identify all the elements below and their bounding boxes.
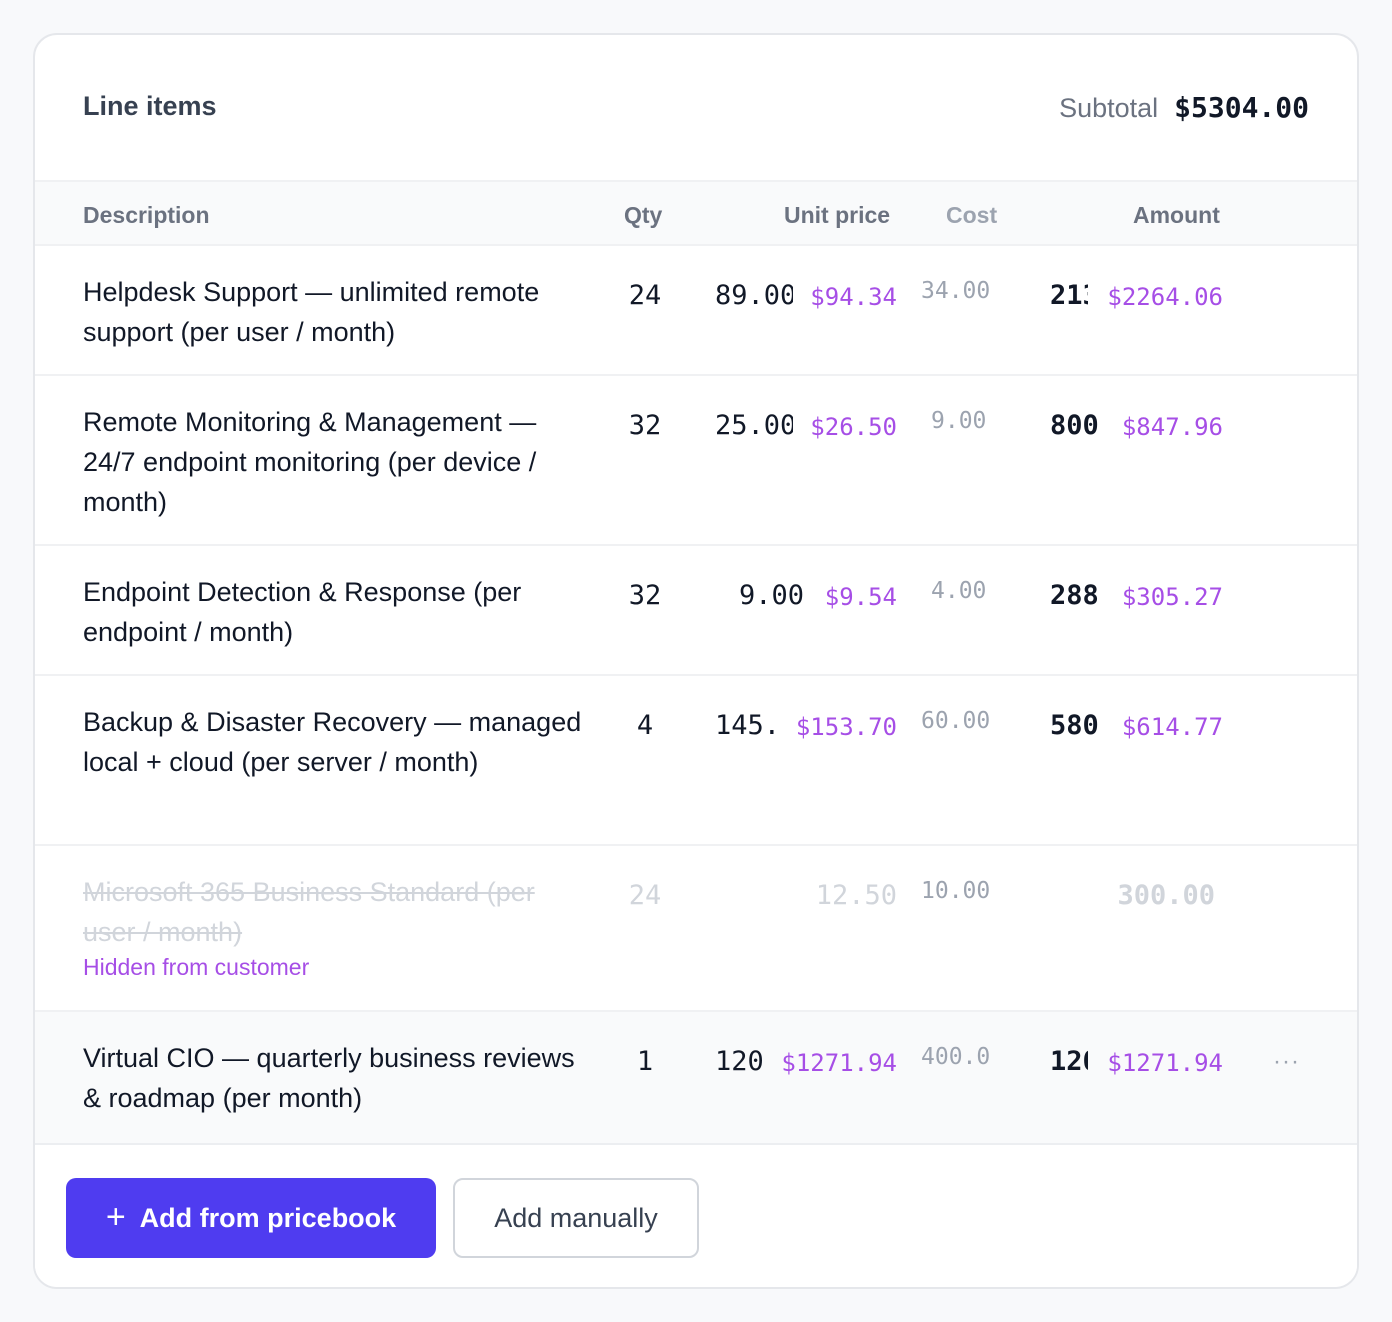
row-cost[interactable]: 10.00 [921, 878, 991, 904]
row-cost[interactable]: 60.00 [921, 708, 991, 734]
subtotal: Subtotal $5304.00 [1059, 91, 1309, 124]
hidden-from-customer-note: Hidden from customer [83, 954, 310, 980]
row-amount-marked: $2264.06 [1107, 283, 1223, 311]
row-description[interactable]: Microsoft 365 Business Standard (per use… [83, 877, 535, 947]
more-horizontal-icon[interactable]: ··· [1273, 1048, 1300, 1075]
subtotal-label: Subtotal [1059, 93, 1159, 123]
row-amount: 580 [1050, 710, 1099, 741]
row-unit-price-marked: $94.34 [810, 283, 897, 311]
table-row[interactable]: Helpdesk Support — unlimited remote supp… [35, 246, 1357, 376]
row-description[interactable]: Helpdesk Support — unlimited remote supp… [83, 277, 540, 347]
table-row[interactable]: Remote Monitoring & Management — 24/7 en… [35, 376, 1357, 546]
line-items-card: Line items Subtotal $5304.00 Description… [33, 33, 1359, 1289]
column-unit-price: Unit price [784, 202, 891, 228]
row-amount: 800 [1050, 410, 1099, 441]
row-unit-price[interactable]: 145.00 [715, 710, 779, 741]
column-description: Description [83, 202, 210, 228]
row-qty[interactable]: 24 [628, 880, 662, 911]
row-amount-marked: $847.96 [1121, 413, 1223, 441]
row-cost[interactable]: 9.00 [931, 408, 987, 434]
row-unit-price-marked: $1271.94 [781, 1049, 897, 1077]
table-row[interactable]: Endpoint Detection & Response (per endpo… [35, 546, 1357, 676]
row-qty[interactable]: 4 [636, 710, 654, 741]
card-footer: + Add from pricebook Add manually [35, 1143, 1357, 1287]
row-amount: 300.00 [1117, 880, 1215, 911]
plus-icon: + [105, 1197, 126, 1236]
row-description[interactable]: Endpoint Detection & Response (per endpo… [83, 577, 522, 647]
row-unit-price[interactable]: 12.50 [815, 880, 897, 911]
row-cost[interactable]: 400.00 [921, 1044, 991, 1070]
row-amount-marked: $1271.94 [1107, 1049, 1223, 1077]
column-qty: Qty [624, 202, 663, 228]
column-amount: Amount [1133, 202, 1220, 228]
row-description[interactable]: Remote Monitoring & Management — 24/7 en… [83, 407, 537, 517]
row-cost[interactable]: 34.00 [921, 278, 991, 304]
row-amount-marked: $305.27 [1121, 583, 1223, 611]
column-cost: Cost [946, 202, 998, 228]
row-amount: 2136.00 [1050, 280, 1088, 311]
row-amount: 1200.00 [1050, 1046, 1088, 1077]
subtotal-value: $5304.00 [1174, 91, 1309, 124]
row-unit-price-marked: $9.54 [824, 583, 897, 611]
table-header: Description Qty Unit price Cost Amount [35, 180, 1357, 246]
row-qty[interactable]: 32 [628, 410, 662, 441]
add-manually-button[interactable]: Add manually [453, 1178, 699, 1258]
row-unit-price[interactable]: 9.00 [739, 580, 805, 611]
card-header: Line items Subtotal $5304.00 [35, 35, 1357, 180]
row-unit-price[interactable]: 89.00 [715, 280, 793, 311]
table-row[interactable]: Backup & Disaster Recovery — managed loc… [35, 676, 1357, 846]
row-description[interactable]: Backup & Disaster Recovery — managed loc… [83, 707, 582, 777]
row-unit-price[interactable]: 1200.00 [715, 1046, 765, 1077]
row-qty[interactable]: 24 [628, 280, 662, 311]
row-amount: 288 [1050, 580, 1099, 611]
add-from-pricebook-button[interactable]: + Add from pricebook [66, 1178, 436, 1258]
row-unit-price-marked: $153.70 [795, 713, 897, 741]
add-from-pricebook-label: Add from pricebook [139, 1202, 397, 1233]
row-amount-marked: $614.77 [1121, 713, 1223, 741]
row-cost[interactable]: 4.00 [931, 578, 987, 604]
row-qty[interactable]: 1 [636, 1046, 654, 1077]
row-unit-price[interactable]: 25.00 [715, 410, 793, 441]
row-qty[interactable]: 32 [628, 580, 662, 611]
table-row[interactable]: Virtual CIO — quarterly business reviews… [35, 1012, 1357, 1143]
card-title: Line items [83, 91, 217, 121]
table-row-hidden[interactable]: Microsoft 365 Business Standard (per use… [35, 846, 1357, 1012]
row-unit-price-marked: $26.50 [810, 413, 897, 441]
row-description[interactable]: Virtual CIO — quarterly business reviews… [83, 1043, 575, 1113]
